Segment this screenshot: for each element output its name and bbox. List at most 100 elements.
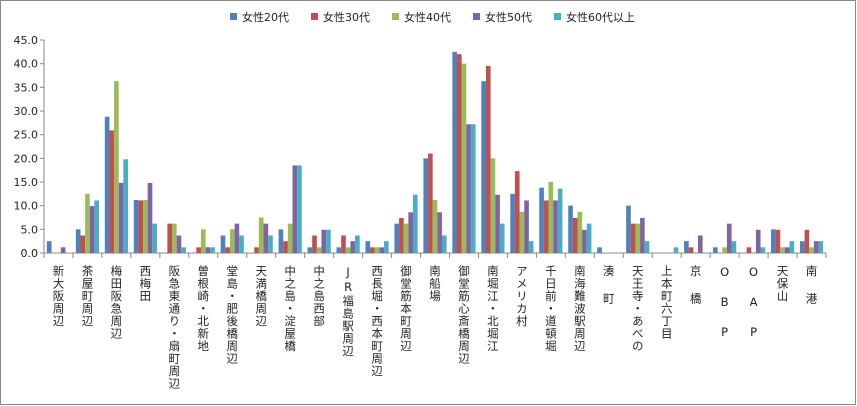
x-tick-label: 上本町六丁目 xyxy=(660,265,674,340)
x-tick-label: 曽根崎・北新地 xyxy=(196,264,210,352)
bar xyxy=(283,241,288,253)
x-tick-label: JR福島駅周辺 xyxy=(341,265,355,358)
x-tick-label: 湊 町 xyxy=(602,264,616,305)
bar xyxy=(384,241,389,253)
bar xyxy=(181,247,186,253)
bar xyxy=(818,241,824,253)
bar xyxy=(804,229,810,253)
bar xyxy=(597,247,602,253)
bar xyxy=(316,247,322,253)
y-tick-label: 15.0 xyxy=(14,176,39,189)
legend-swatch xyxy=(311,13,318,20)
bar xyxy=(341,235,346,253)
bar xyxy=(167,223,173,253)
bar xyxy=(481,81,486,254)
x-tick-label: アメリカ村 xyxy=(515,265,529,328)
legend-swatch xyxy=(473,13,480,20)
bar xyxy=(572,217,578,253)
bar xyxy=(432,199,438,253)
bar xyxy=(143,199,148,253)
bar xyxy=(350,241,356,253)
x-tick-label: 茶屋町周辺 xyxy=(80,265,94,328)
bar xyxy=(123,159,128,253)
bar xyxy=(626,205,631,253)
bar xyxy=(412,194,418,253)
bar xyxy=(755,229,761,253)
bar xyxy=(326,229,331,253)
bar xyxy=(553,200,558,253)
bar xyxy=(784,247,790,253)
bar xyxy=(780,247,785,253)
bar xyxy=(403,223,409,253)
x-tick-label: 中之島西部 xyxy=(312,265,326,328)
bar xyxy=(437,212,442,253)
y-tick-label: 0.0 xyxy=(21,247,39,260)
bar xyxy=(726,223,732,253)
bar xyxy=(539,187,544,253)
x-tick-label: 中之島・淀屋橋 xyxy=(283,265,297,353)
bar xyxy=(60,247,66,253)
x-tick-label: 堂島・肥後橋周辺 xyxy=(225,265,239,365)
bar xyxy=(528,241,534,253)
bar xyxy=(684,241,689,253)
x-tick-label: 梅田阪急周辺 xyxy=(109,264,123,340)
bar xyxy=(114,81,119,254)
x-tick-label: 天満橋周辺 xyxy=(254,265,268,328)
x-tick-label: 西長堀・西本町周辺 xyxy=(370,265,384,378)
x-tick-label: 天王寺・あべの xyxy=(631,265,645,353)
x-tick-label: 御堂筋心斎橋周辺 xyxy=(457,264,471,365)
bar xyxy=(428,153,433,253)
bar xyxy=(263,223,269,253)
x-tick-label: O A P xyxy=(747,265,761,340)
x-tick-label: 西梅田 xyxy=(138,265,152,303)
bar xyxy=(225,247,230,253)
bar xyxy=(75,229,81,253)
bar xyxy=(543,200,549,253)
bar xyxy=(336,247,342,253)
bar xyxy=(713,247,718,253)
bar xyxy=(635,223,641,253)
x-tick-label: 南船場 xyxy=(428,264,442,302)
bar xyxy=(457,54,462,254)
bar xyxy=(210,247,215,253)
legend-swatch xyxy=(230,13,237,20)
bar xyxy=(423,158,429,253)
bar xyxy=(630,223,636,253)
y-tick-label: 10.0 xyxy=(14,200,39,213)
bar xyxy=(697,235,703,253)
bar xyxy=(644,241,650,253)
bar xyxy=(46,241,52,253)
bar xyxy=(379,247,385,253)
bar xyxy=(312,235,317,253)
bar xyxy=(673,247,679,253)
y-tick-label: 45.0 xyxy=(14,34,39,47)
bar xyxy=(365,241,371,253)
bar xyxy=(268,235,273,253)
bar xyxy=(307,247,313,253)
bar xyxy=(466,124,471,254)
bar xyxy=(196,247,201,253)
y-tick-label: 20.0 xyxy=(14,152,39,165)
bar xyxy=(118,182,124,253)
bar xyxy=(688,247,694,253)
bar xyxy=(441,235,447,253)
bar xyxy=(94,200,100,253)
bar xyxy=(258,217,264,253)
bar xyxy=(408,212,413,253)
y-tick-label: 35.0 xyxy=(14,81,39,94)
bar xyxy=(770,229,776,253)
y-tick-label: 40.0 xyxy=(14,58,39,71)
x-tick-label: 千日前・道頓堀 xyxy=(544,265,558,353)
bar xyxy=(292,165,298,253)
bar xyxy=(239,235,244,253)
legend-swatch xyxy=(392,13,399,20)
legend-label: 女性60代以上 xyxy=(566,10,635,24)
bar xyxy=(370,247,375,253)
bar xyxy=(586,223,592,253)
bar xyxy=(205,247,211,253)
bar xyxy=(809,247,814,253)
bar xyxy=(229,229,235,253)
bar xyxy=(775,229,781,253)
bar xyxy=(278,229,284,253)
